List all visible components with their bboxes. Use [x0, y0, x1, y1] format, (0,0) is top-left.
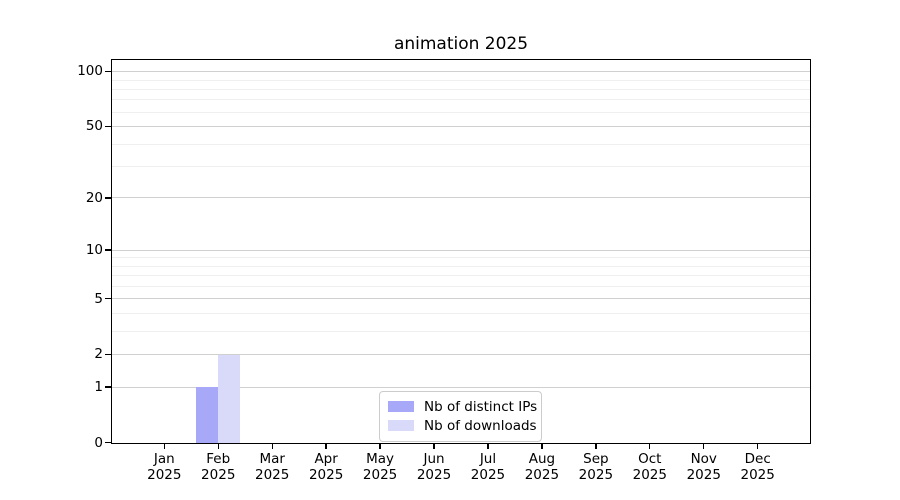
x-tick-mark — [271, 444, 273, 449]
x-tick-month: Dec — [744, 451, 771, 467]
minor-gridline — [112, 99, 810, 101]
legend-entry-downloads: Nb of downloads — [388, 416, 537, 435]
x-tick-year: 2025 — [255, 467, 290, 483]
y-tick-label: 20 — [85, 189, 103, 206]
x-tick-label: Jul 2025 — [458, 451, 518, 483]
x-tick-month: Apr — [314, 451, 338, 467]
x-tick-mark — [217, 444, 219, 449]
x-tick-year: 2025 — [524, 467, 560, 483]
minor-gridline — [112, 88, 810, 90]
x-tick-month: Oct — [638, 451, 662, 467]
major-gridline — [112, 126, 810, 128]
legend-swatch-downloads-icon — [388, 420, 414, 431]
minor-gridline — [112, 330, 810, 332]
x-tick-label: Oct 2025 — [620, 451, 680, 483]
x-tick-label: Aug 2025 — [512, 451, 572, 483]
y-tick-mark — [105, 125, 111, 128]
x-tick-label: Mar 2025 — [242, 451, 302, 483]
x-tick-label: Nov 2025 — [674, 451, 734, 483]
y-tick-label: 0 — [94, 434, 103, 451]
x-tick-month: Jul — [479, 451, 497, 467]
major-gridline — [112, 197, 810, 199]
x-tick-month: Feb — [206, 451, 231, 467]
x-tick-year: 2025 — [308, 467, 344, 483]
minor-gridline — [112, 285, 810, 287]
x-tick-mark — [649, 444, 651, 449]
x-tick-mark — [541, 444, 543, 449]
y-tick-mark — [105, 386, 111, 388]
x-tick-label: Feb 2025 — [188, 451, 248, 483]
x-tick-mark — [325, 444, 327, 449]
y-tick-label: 50 — [85, 118, 103, 135]
x-tick-year: 2025 — [416, 467, 452, 483]
minor-gridline — [112, 166, 810, 168]
y-tick-mark — [105, 442, 111, 444]
x-tick-month: Jun — [423, 451, 445, 467]
x-tick-year: 2025 — [686, 467, 721, 483]
minor-gridline — [112, 79, 810, 81]
legend: Nb of distinct IPs Nb of downloads — [379, 391, 542, 442]
x-tick-year: 2025 — [201, 467, 236, 483]
y-tick-mark — [105, 298, 111, 300]
minor-gridline — [112, 111, 810, 113]
major-gridline — [112, 354, 810, 356]
x-tick-year: 2025 — [470, 467, 506, 483]
y-tick-label: 100 — [77, 63, 103, 80]
bar-nb-of-downloads-feb-2025 — [217, 354, 240, 443]
plot-area: Nb of distinct IPs Nb of downloads — [111, 59, 811, 444]
minor-gridline — [112, 257, 810, 259]
major-gridline — [112, 386, 810, 388]
y-tick-label: 2 — [94, 346, 103, 363]
x-tick-year: 2025 — [147, 467, 182, 483]
major-gridline — [112, 249, 810, 251]
y-tick-label: 10 — [85, 241, 103, 258]
minor-gridline — [112, 275, 810, 277]
x-tick-month: Aug — [528, 451, 556, 467]
x-tick-label: Jan 2025 — [134, 451, 194, 483]
x-tick-month: May — [366, 451, 395, 467]
major-gridline — [112, 71, 810, 73]
x-tick-month: Sep — [583, 451, 609, 467]
x-tick-mark — [487, 444, 489, 449]
x-tick-mark — [163, 444, 165, 449]
x-tick-label: May 2025 — [350, 451, 410, 483]
x-tick-year: 2025 — [740, 467, 775, 483]
x-tick-label: Jun 2025 — [404, 451, 464, 483]
y-tick-mark — [105, 70, 111, 73]
x-tick-month: Mar — [259, 451, 285, 467]
x-tick-mark — [757, 444, 759, 449]
minor-gridline — [112, 265, 810, 267]
x-tick-label: Dec 2025 — [728, 451, 788, 483]
y-tick-mark — [105, 249, 111, 251]
x-tick-year: 2025 — [632, 467, 667, 483]
minor-gridline — [112, 143, 810, 145]
chart-title: animation 2025 — [393, 34, 529, 54]
y-tick-mark — [105, 197, 111, 199]
y-tick-label: 5 — [94, 290, 103, 307]
minor-gridline — [112, 312, 810, 314]
x-tick-label: Sep 2025 — [566, 451, 626, 483]
x-tick-year: 2025 — [362, 467, 398, 483]
major-gridline — [112, 298, 810, 300]
x-tick-mark — [595, 444, 597, 449]
x-tick-mark — [433, 444, 435, 449]
x-tick-mark — [703, 444, 705, 449]
bar-nb-of-distinct-ips-feb-2025 — [195, 387, 218, 443]
legend-label-distinct-ips: Nb of distinct IPs — [424, 398, 538, 415]
x-tick-year: 2025 — [578, 467, 614, 483]
y-tick-mark — [105, 353, 111, 356]
y-tick-label: 1 — [94, 378, 103, 395]
legend-label-downloads: Nb of downloads — [424, 417, 537, 434]
x-tick-mark — [379, 444, 381, 449]
x-tick-label: Apr 2025 — [296, 451, 356, 483]
legend-entry-distinct-ips: Nb of distinct IPs — [388, 397, 537, 416]
x-tick-month: Nov — [690, 451, 717, 467]
x-tick-month: Jan — [153, 451, 175, 467]
legend-swatch-distinct-ips-icon — [388, 401, 414, 412]
